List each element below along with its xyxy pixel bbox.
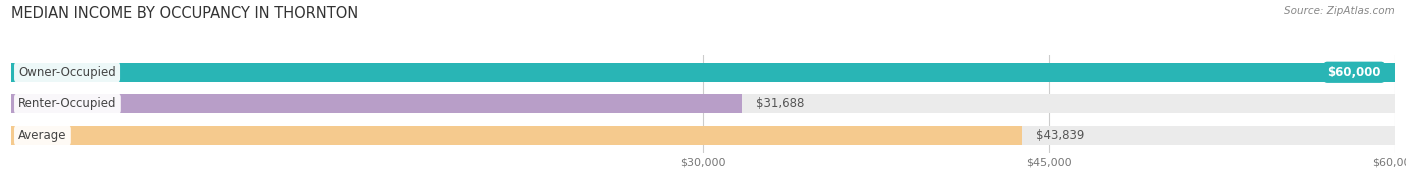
Text: Average: Average [18, 129, 66, 142]
Bar [11, 94, 1395, 113]
Text: Source: ZipAtlas.com: Source: ZipAtlas.com [1284, 6, 1395, 16]
Bar [11, 126, 1395, 145]
Text: MEDIAN INCOME BY OCCUPANCY IN THORNTON: MEDIAN INCOME BY OCCUPANCY IN THORNTON [11, 6, 359, 21]
Bar [11, 63, 1395, 82]
Text: Owner-Occupied: Owner-Occupied [18, 66, 115, 79]
Text: $31,688: $31,688 [756, 97, 804, 110]
Text: $43,839: $43,839 [1036, 129, 1084, 142]
Bar [11, 94, 742, 113]
Bar [11, 126, 1022, 145]
Text: Renter-Occupied: Renter-Occupied [18, 97, 117, 110]
Text: $60,000: $60,000 [1327, 66, 1381, 79]
Bar [11, 63, 1395, 82]
